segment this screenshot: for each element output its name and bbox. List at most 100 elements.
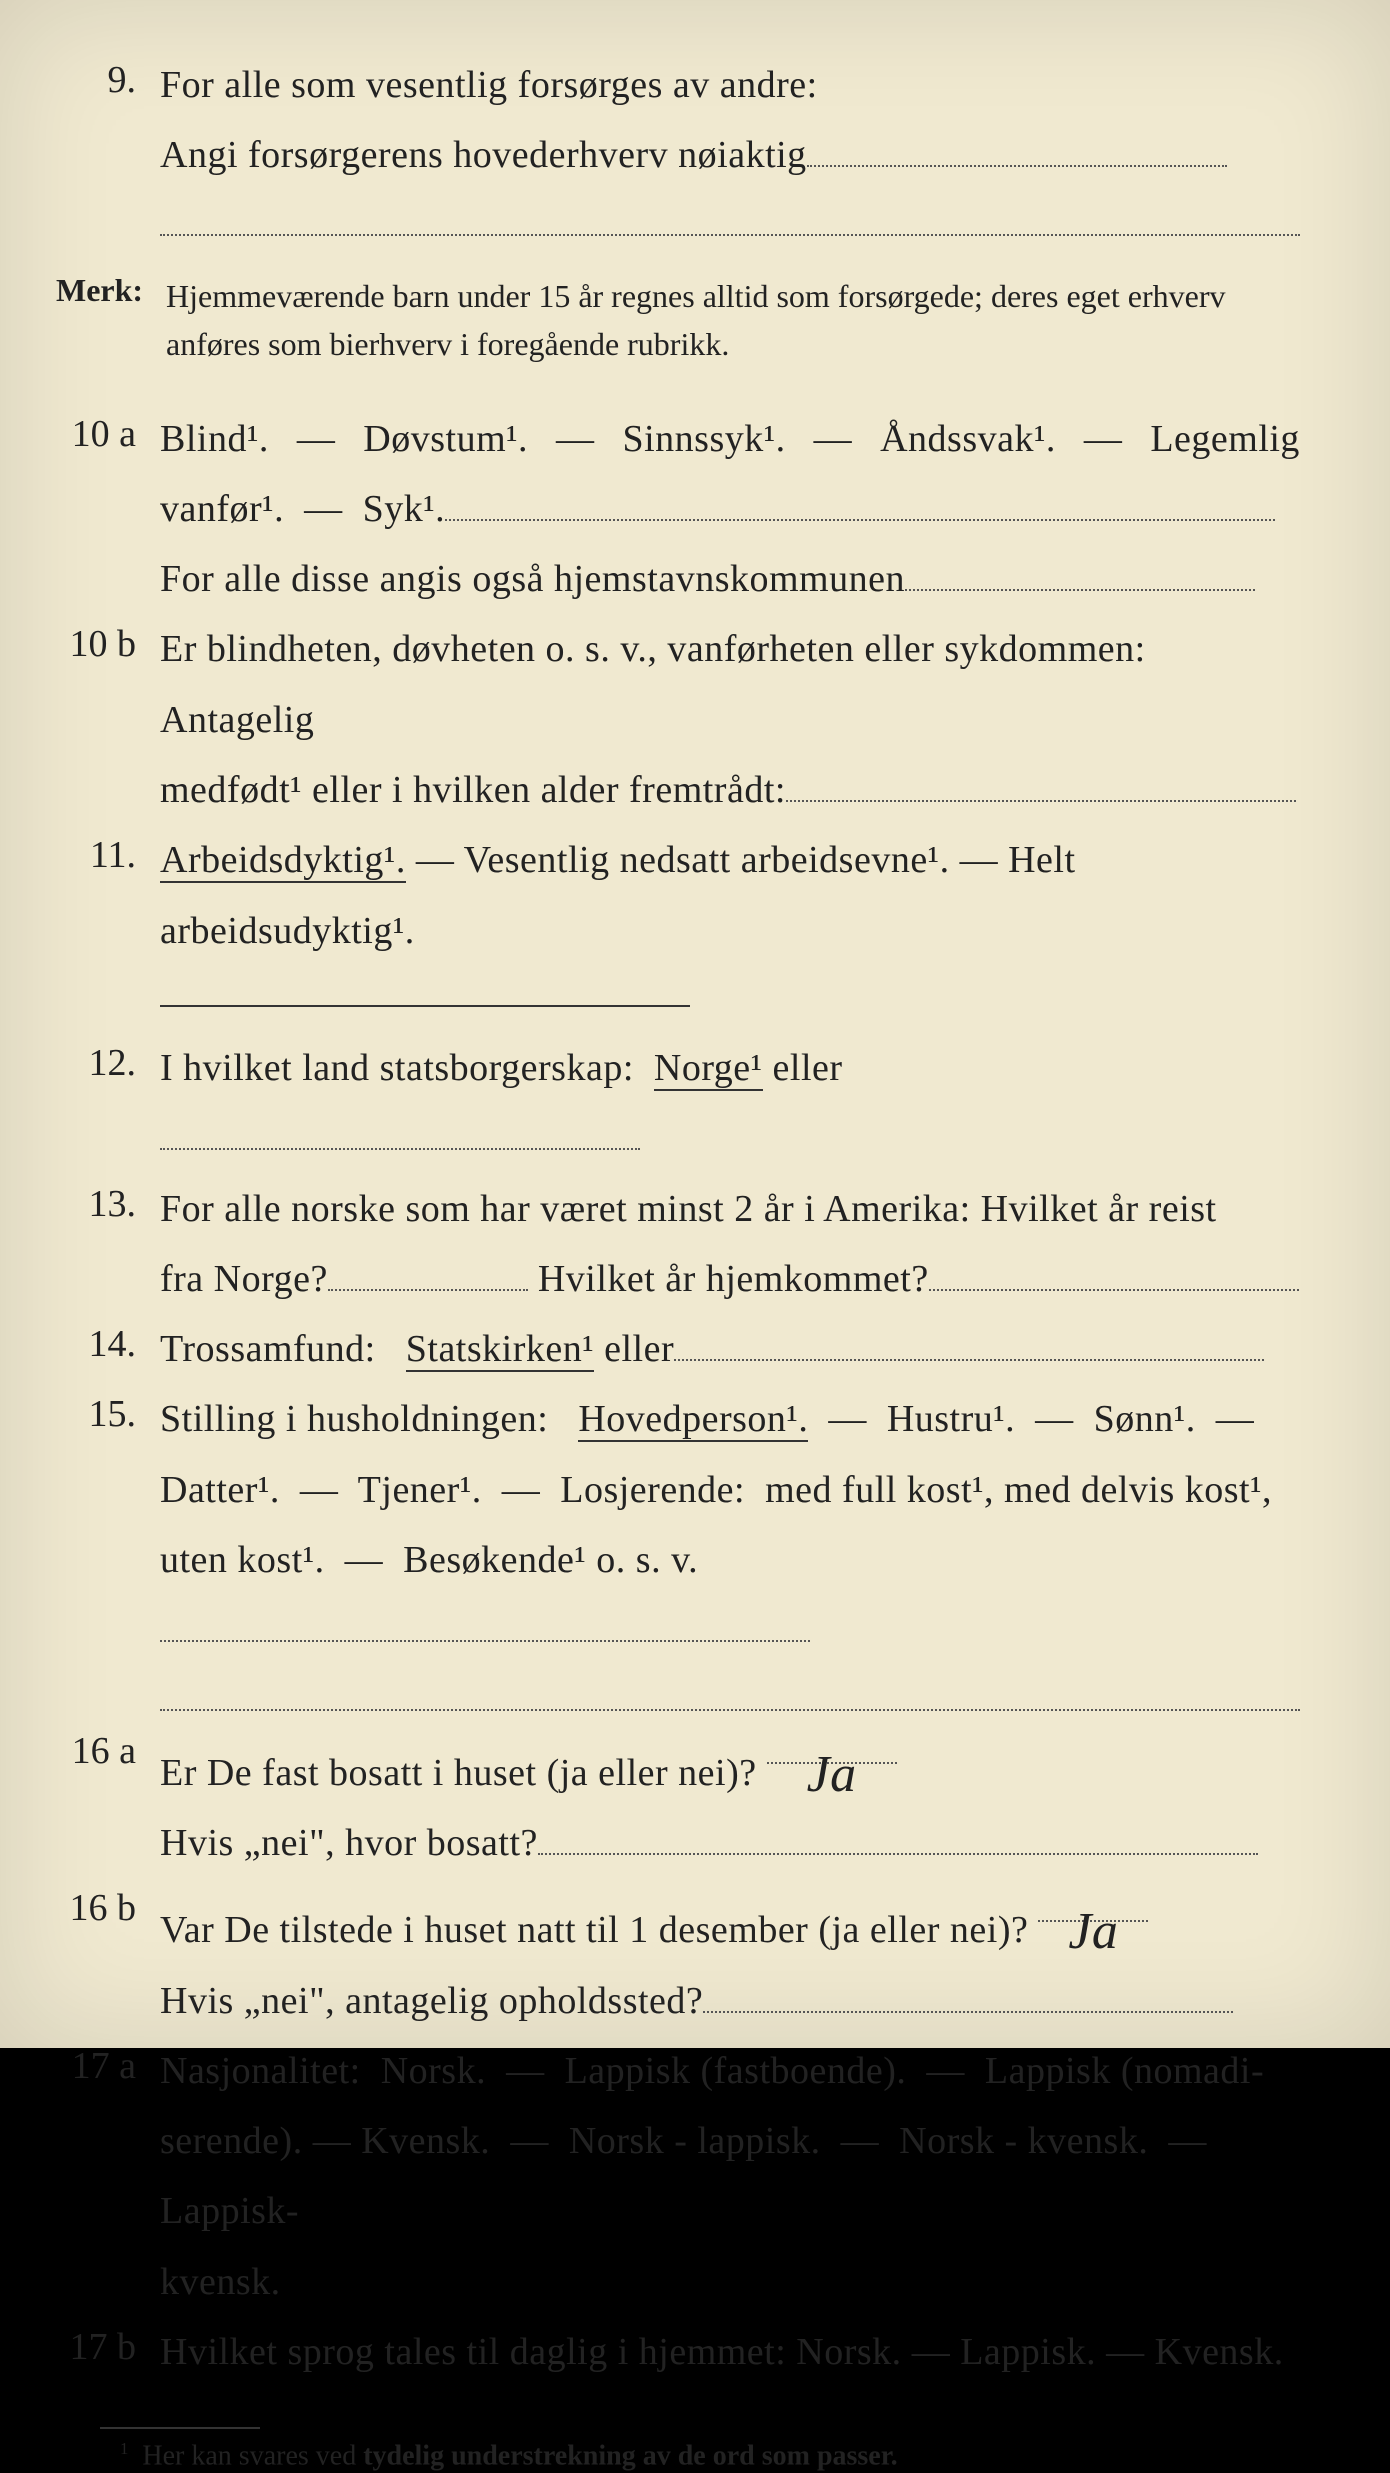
- q10b-line1: Er blindheten, døvheten o. s. v., vanfør…: [160, 628, 1146, 740]
- q12-eller: eller: [773, 1047, 843, 1089]
- dash: —: [345, 1539, 384, 1581]
- section-divider: [160, 1004, 690, 1007]
- question-10b: 10 b Er blindheten, døvheten o. s. v., v…: [50, 614, 1300, 825]
- fill-line[interactable]: [703, 1969, 1233, 2013]
- q12-body: I hvilket land statsborgerskap: Norge¹ e…: [160, 1033, 1300, 1174]
- q9-line2: Angi forsørgerens hovederhverv nøiaktig: [160, 134, 807, 176]
- question-10a: 10 a Blind¹. — Døvstum¹. — Sinnssyk¹. — …: [50, 404, 1300, 615]
- dash: —: [297, 404, 336, 474]
- opt-besokende[interactable]: Besøkende¹: [403, 1539, 586, 1581]
- opt-datter[interactable]: Datter¹.: [160, 1469, 280, 1511]
- opt-arbeidsdyktig[interactable]: Arbeidsdyktig¹.: [160, 839, 406, 883]
- dash: —: [814, 404, 853, 474]
- question-12: 12. I hvilket land statsborgerskap: Norg…: [50, 1033, 1300, 1174]
- fill-line[interactable]: [538, 1811, 1258, 1855]
- opt-norsk[interactable]: Norsk.: [381, 2050, 486, 2092]
- q16b-answer-field[interactable]: Ja: [1038, 1878, 1148, 1922]
- census-form-page: 9. For alle som vesentlig forsørges av a…: [0, 0, 1390, 2048]
- q9-number: 9.: [50, 50, 160, 111]
- dash: —: [300, 1469, 339, 1511]
- opt-dovstum[interactable]: Døvstum¹.: [363, 404, 528, 474]
- question-16b: 16 b Var De tilstede i huset natt til 1 …: [50, 1878, 1300, 2036]
- opt-vanfor[interactable]: vanfør¹.: [160, 488, 284, 530]
- opt-uten-kost[interactable]: uten kost¹.: [160, 1539, 325, 1581]
- question-15: 15. Stilling i husholdningen: Hovedperso…: [50, 1384, 1300, 1720]
- dash: —: [556, 404, 595, 474]
- opt-norsk-sprog[interactable]: Norsk.: [796, 2331, 901, 2373]
- q16a-number: 16 a: [50, 1721, 160, 1782]
- q12-label: I hvilket land statsborgerskap:: [160, 1047, 634, 1089]
- merk-note: Merk: Hjemmeværende barn under 15 år reg…: [50, 272, 1300, 368]
- opt-hustru[interactable]: Hustru¹.: [887, 1398, 1015, 1440]
- dash: —: [506, 2050, 545, 2092]
- q9-body: For alle som vesentlig forsørges av andr…: [160, 50, 1300, 254]
- question-14: 14. Trossamfund: Statskirken¹ eller: [50, 1314, 1300, 1384]
- opt-lappisk-kvensk-a[interactable]: Lappisk-: [160, 2190, 299, 2232]
- opt-lappisk-sprog[interactable]: Lappisk.: [960, 2331, 1096, 2373]
- opt-lappisk-nomad-a[interactable]: Lappisk (nomadi-: [985, 2050, 1264, 2092]
- fill-line-full[interactable]: [160, 233, 1300, 236]
- fill-line[interactable]: [929, 1247, 1299, 1291]
- opt-legemlig[interactable]: Legemlig: [1150, 404, 1300, 474]
- fill-line-full[interactable]: [160, 1708, 1300, 1711]
- question-11: 11. Arbeidsdyktig¹. — Vesentlig nedsatt …: [50, 825, 1300, 1033]
- q16a-answer-field[interactable]: Ja: [767, 1721, 897, 1765]
- fill-line[interactable]: [160, 1106, 640, 1150]
- q16b-question: Var De tilstede i huset natt til 1 desem…: [160, 1909, 1028, 1951]
- question-9: 9. For alle som vesentlig forsørges av a…: [50, 50, 1300, 254]
- q16a-body: Er De fast bosatt i huset (ja eller nei)…: [160, 1721, 1300, 1879]
- q17a-number: 17 a: [50, 2036, 160, 2097]
- q11-body: Arbeidsdyktig¹. — Vesentlig nedsatt arbe…: [160, 825, 1300, 1033]
- q16b-number: 16 b: [50, 1878, 160, 1939]
- merk-text: Hjemmeværende barn under 15 år regnes al…: [166, 272, 1300, 368]
- opt-lappisk-nomad-b[interactable]: serende).: [160, 2120, 303, 2162]
- dash: —: [926, 2050, 965, 2092]
- q17b-body: Hvilket sprog tales til daglig i hjemmet…: [160, 2317, 1300, 2387]
- opt-sinnssyk[interactable]: Sinnssyk¹.: [622, 404, 785, 474]
- opt-sonn[interactable]: Sønn¹.: [1094, 1398, 1196, 1440]
- dash: —: [960, 839, 999, 881]
- opt-full-kost[interactable]: med full kost¹,: [765, 1469, 994, 1511]
- fill-line[interactable]: [905, 547, 1255, 591]
- opt-statskirken[interactable]: Statskirken¹: [406, 1328, 594, 1372]
- opt-nedsatt[interactable]: Vesentlig nedsatt arbeidsevne¹.: [464, 839, 950, 881]
- opt-norge[interactable]: Norge¹: [654, 1047, 763, 1091]
- q13-hjemkommet: Hvilket år hjemkommet?: [538, 1258, 929, 1300]
- q15-number: 15.: [50, 1384, 160, 1445]
- dash: —: [1106, 2331, 1145, 2373]
- question-17a: 17 a Nasjonalitet: Norsk. — Lappisk (fas…: [50, 2036, 1300, 2317]
- fill-line[interactable]: [674, 1317, 1264, 1361]
- fill-line[interactable]: [807, 124, 1227, 168]
- opt-kvensk-sprog[interactable]: Kvensk.: [1155, 2331, 1284, 2373]
- dash: —: [502, 1469, 541, 1511]
- opt-kvensk[interactable]: Kvensk.: [361, 2120, 490, 2162]
- opt-norsk-lappisk[interactable]: Norsk - lappisk.: [569, 2120, 821, 2162]
- dash: —: [912, 2331, 951, 2373]
- q13-line1: For alle norske som har været minst 2 år…: [160, 1188, 1217, 1230]
- opt-tjener[interactable]: Tjener¹.: [358, 1469, 482, 1511]
- fill-line[interactable]: [160, 1599, 810, 1643]
- opt-delvis-kost[interactable]: med delvis kost¹,: [1004, 1469, 1272, 1511]
- q10b-line2: medfødt¹ eller i hvilken alder fremtrådt…: [160, 769, 786, 811]
- opt-syk[interactable]: Syk¹.: [363, 488, 446, 530]
- q16a-answer: Ja: [807, 1746, 857, 1803]
- dash: —: [1035, 1398, 1074, 1440]
- footnote-sup: 1: [120, 2439, 128, 2458]
- opt-lappisk-kvensk-b[interactable]: kvensk.: [160, 2261, 281, 2303]
- q13-body: For alle norske som har været minst 2 år…: [160, 1174, 1300, 1315]
- q13-fra-norge: fra Norge?: [160, 1258, 328, 1300]
- fill-line[interactable]: [328, 1247, 528, 1291]
- q15-label: Stilling i husholdningen:: [160, 1398, 548, 1440]
- q15-osv: o. s. v.: [596, 1539, 698, 1581]
- opt-losjerende: Losjerende:: [560, 1469, 745, 1511]
- opt-norsk-kvensk[interactable]: Norsk - kvensk.: [899, 2120, 1148, 2162]
- fill-line[interactable]: [786, 758, 1296, 802]
- opt-lappisk-fast[interactable]: Lappisk (fastboende).: [565, 2050, 907, 2092]
- footnote-rule: [100, 2427, 260, 2429]
- fill-line[interactable]: [445, 477, 1275, 521]
- opt-hovedperson[interactable]: Hovedperson¹.: [578, 1398, 808, 1442]
- dash: —: [841, 2120, 880, 2162]
- dash: —: [1168, 2120, 1207, 2162]
- opt-blind[interactable]: Blind¹.: [160, 404, 269, 474]
- opt-andssvak[interactable]: Åndssvak¹.: [880, 404, 1056, 474]
